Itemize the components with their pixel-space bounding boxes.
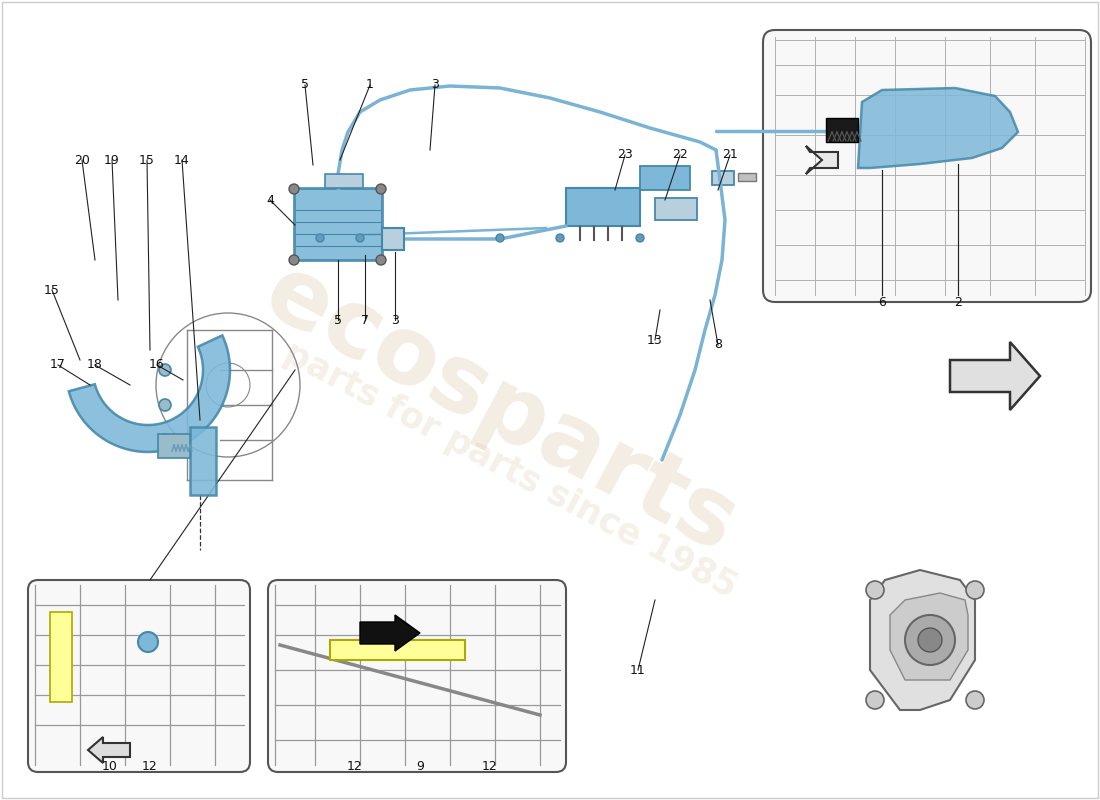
Bar bbox=[158, 434, 190, 458]
Circle shape bbox=[316, 234, 324, 242]
Circle shape bbox=[866, 691, 884, 709]
Text: 4: 4 bbox=[266, 194, 274, 206]
Text: 2: 2 bbox=[954, 295, 961, 309]
Text: 11: 11 bbox=[630, 663, 646, 677]
Polygon shape bbox=[858, 88, 1018, 168]
Bar bbox=[738, 173, 756, 181]
Circle shape bbox=[966, 691, 984, 709]
Text: 14: 14 bbox=[174, 154, 190, 166]
Circle shape bbox=[636, 234, 644, 242]
Text: 15: 15 bbox=[44, 283, 59, 297]
Circle shape bbox=[918, 628, 942, 652]
Circle shape bbox=[376, 255, 386, 265]
Text: 19: 19 bbox=[104, 154, 120, 166]
Circle shape bbox=[376, 184, 386, 194]
Text: 5: 5 bbox=[334, 314, 342, 326]
FancyBboxPatch shape bbox=[268, 580, 566, 772]
Bar bbox=[712, 171, 734, 185]
Text: 7: 7 bbox=[361, 314, 368, 326]
Circle shape bbox=[289, 184, 299, 194]
Polygon shape bbox=[88, 737, 130, 763]
Polygon shape bbox=[870, 570, 975, 710]
Text: 21: 21 bbox=[722, 149, 738, 162]
Circle shape bbox=[160, 434, 170, 446]
Bar bbox=[826, 118, 858, 142]
Circle shape bbox=[160, 399, 170, 411]
Text: 17: 17 bbox=[51, 358, 66, 371]
Text: 1: 1 bbox=[366, 78, 374, 91]
Circle shape bbox=[966, 581, 984, 599]
Text: ecosparts: ecosparts bbox=[249, 247, 751, 573]
Text: 6: 6 bbox=[878, 295, 886, 309]
Polygon shape bbox=[890, 593, 968, 680]
Text: 12: 12 bbox=[348, 761, 363, 774]
Bar bbox=[294, 188, 382, 260]
Text: 18: 18 bbox=[87, 358, 103, 371]
Circle shape bbox=[138, 632, 158, 652]
Polygon shape bbox=[69, 335, 230, 452]
Bar bbox=[50, 612, 72, 702]
Bar bbox=[640, 166, 690, 190]
FancyBboxPatch shape bbox=[763, 30, 1091, 302]
Bar bbox=[324, 174, 363, 188]
Polygon shape bbox=[806, 146, 838, 174]
Text: parts for parts since 1985: parts for parts since 1985 bbox=[278, 336, 742, 604]
Text: 10: 10 bbox=[102, 761, 118, 774]
Text: 20: 20 bbox=[74, 154, 90, 166]
Circle shape bbox=[556, 234, 564, 242]
FancyBboxPatch shape bbox=[28, 580, 250, 772]
Bar bbox=[654, 198, 697, 220]
Bar bbox=[190, 427, 216, 495]
Text: 3: 3 bbox=[431, 78, 439, 91]
Circle shape bbox=[866, 581, 884, 599]
Circle shape bbox=[356, 234, 364, 242]
Bar bbox=[566, 188, 640, 226]
Text: 22: 22 bbox=[672, 149, 688, 162]
Text: 23: 23 bbox=[617, 149, 632, 162]
Polygon shape bbox=[360, 615, 420, 651]
Text: 12: 12 bbox=[142, 761, 158, 774]
Polygon shape bbox=[330, 640, 465, 660]
Bar bbox=[382, 228, 404, 250]
Text: 15: 15 bbox=[139, 154, 155, 166]
Text: 8: 8 bbox=[714, 338, 722, 351]
Circle shape bbox=[160, 364, 170, 376]
Polygon shape bbox=[950, 342, 1040, 410]
Text: 13: 13 bbox=[647, 334, 663, 346]
Text: 3: 3 bbox=[392, 314, 399, 326]
Text: 9: 9 bbox=[416, 761, 424, 774]
Circle shape bbox=[496, 234, 504, 242]
Circle shape bbox=[905, 615, 955, 665]
Text: 16: 16 bbox=[150, 358, 165, 371]
Text: 12: 12 bbox=[482, 761, 498, 774]
Text: 5: 5 bbox=[301, 78, 309, 91]
Circle shape bbox=[289, 255, 299, 265]
